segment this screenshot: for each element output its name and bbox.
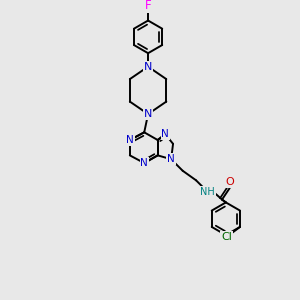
Text: N: N <box>140 158 148 168</box>
Text: Cl: Cl <box>221 232 232 242</box>
Text: N: N <box>144 61 152 72</box>
Text: F: F <box>145 0 152 12</box>
Text: N: N <box>126 135 134 145</box>
Text: NH: NH <box>200 187 215 197</box>
Text: N: N <box>161 129 169 139</box>
Text: O: O <box>225 177 234 187</box>
Text: N: N <box>167 154 175 164</box>
Text: N: N <box>144 109 152 119</box>
